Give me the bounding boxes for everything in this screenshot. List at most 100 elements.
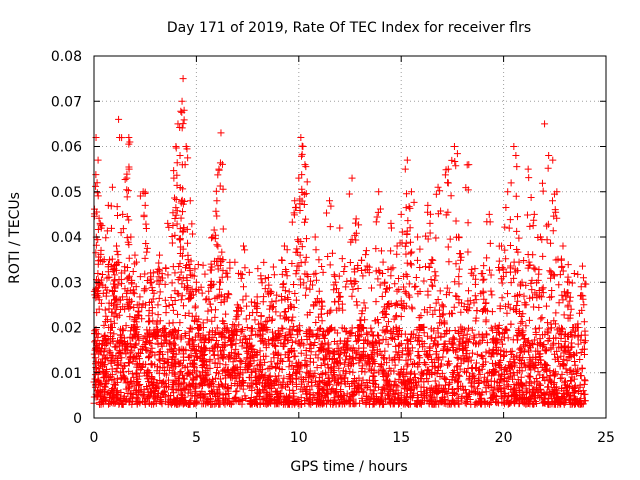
x-tick-label: 15 — [392, 430, 410, 446]
roti-point — [197, 379, 205, 387]
roti-point — [434, 386, 442, 394]
roti-point — [219, 185, 227, 193]
roti-point — [301, 387, 309, 395]
roti-point — [534, 347, 542, 355]
roti-point — [232, 388, 240, 396]
roti-point — [544, 220, 552, 228]
roti-point — [527, 279, 535, 287]
roti-point — [518, 318, 526, 326]
roti-point — [224, 385, 232, 393]
roti-point — [368, 352, 376, 360]
roti-point — [457, 308, 465, 316]
roti-point — [510, 258, 518, 266]
roti-point — [384, 318, 392, 326]
y-tick-label: 0 — [73, 411, 82, 427]
roti-point — [519, 331, 527, 339]
roti-point — [581, 327, 589, 335]
roti-point — [149, 295, 157, 303]
roti-point — [101, 397, 109, 405]
roti-point — [186, 267, 194, 275]
roti-point — [292, 203, 300, 211]
roti-point — [431, 276, 439, 284]
roti-point — [288, 260, 296, 268]
roti-point — [94, 333, 102, 341]
roti-point — [265, 313, 273, 321]
roti-point — [208, 317, 216, 325]
roti-point — [464, 358, 472, 366]
roti-point — [463, 337, 471, 345]
roti-point — [555, 324, 563, 332]
roti-point — [214, 388, 222, 396]
roti-point — [415, 334, 423, 342]
roti-point — [156, 317, 164, 325]
roti-point — [453, 397, 461, 405]
roti-point — [266, 305, 274, 313]
roti-point — [180, 399, 188, 407]
roti-point — [112, 381, 120, 389]
roti-point — [520, 394, 528, 402]
roti-point — [264, 274, 272, 282]
roti-point — [526, 294, 534, 302]
roti-point — [465, 324, 473, 332]
roti-point — [511, 292, 519, 300]
roti-point — [298, 243, 306, 251]
roti-point — [133, 399, 141, 407]
roti-peak-point — [401, 165, 409, 173]
roti-point — [210, 226, 218, 234]
roti-point — [563, 292, 571, 300]
roti-point — [326, 349, 334, 357]
roti-point — [132, 370, 140, 378]
roti-point — [114, 251, 122, 259]
roti-point — [256, 326, 264, 334]
roti-peak-point — [518, 278, 526, 286]
roti-point — [537, 315, 545, 323]
roti-point — [365, 394, 373, 402]
roti-point — [292, 398, 300, 406]
roti-point — [117, 375, 125, 383]
roti-point — [443, 361, 451, 369]
roti-point — [302, 346, 310, 354]
roti-point — [366, 386, 374, 394]
roti-point — [432, 299, 440, 307]
roti-point — [97, 299, 105, 307]
roti-point — [106, 324, 114, 331]
roti-point — [470, 332, 478, 340]
roti-point — [359, 324, 367, 331]
roti-point — [426, 229, 434, 237]
roti-point — [309, 391, 317, 399]
roti-point — [438, 311, 446, 319]
roti-point — [155, 294, 163, 302]
roti-point — [226, 351, 234, 359]
roti-point — [241, 246, 249, 254]
roti-point — [369, 331, 377, 339]
roti-point — [185, 380, 193, 388]
roti-point — [487, 271, 495, 279]
roti-point — [280, 374, 288, 382]
roti-point — [332, 285, 340, 293]
roti-point — [423, 332, 431, 340]
roti-point — [281, 315, 289, 323]
roti-point — [452, 292, 460, 300]
roti-point — [289, 387, 297, 395]
roti-point — [327, 366, 335, 374]
roti-point — [426, 219, 434, 227]
roti-point — [350, 277, 358, 285]
roti-point — [561, 398, 569, 406]
roti-point — [111, 271, 119, 279]
roti-point — [165, 223, 173, 231]
roti-point — [178, 252, 186, 260]
roti-point — [110, 277, 118, 285]
roti-point — [508, 347, 516, 355]
roti-point — [411, 370, 419, 378]
roti-point — [563, 390, 571, 398]
roti-point — [486, 239, 494, 247]
roti-peak-point — [450, 143, 458, 150]
roti-point — [292, 375, 300, 383]
roti-point — [120, 339, 128, 347]
roti-point — [222, 269, 230, 277]
roti-point — [416, 324, 424, 331]
roti-point — [527, 366, 535, 374]
roti-point — [375, 368, 383, 376]
roti-point — [308, 373, 316, 381]
roti-point — [375, 337, 383, 345]
